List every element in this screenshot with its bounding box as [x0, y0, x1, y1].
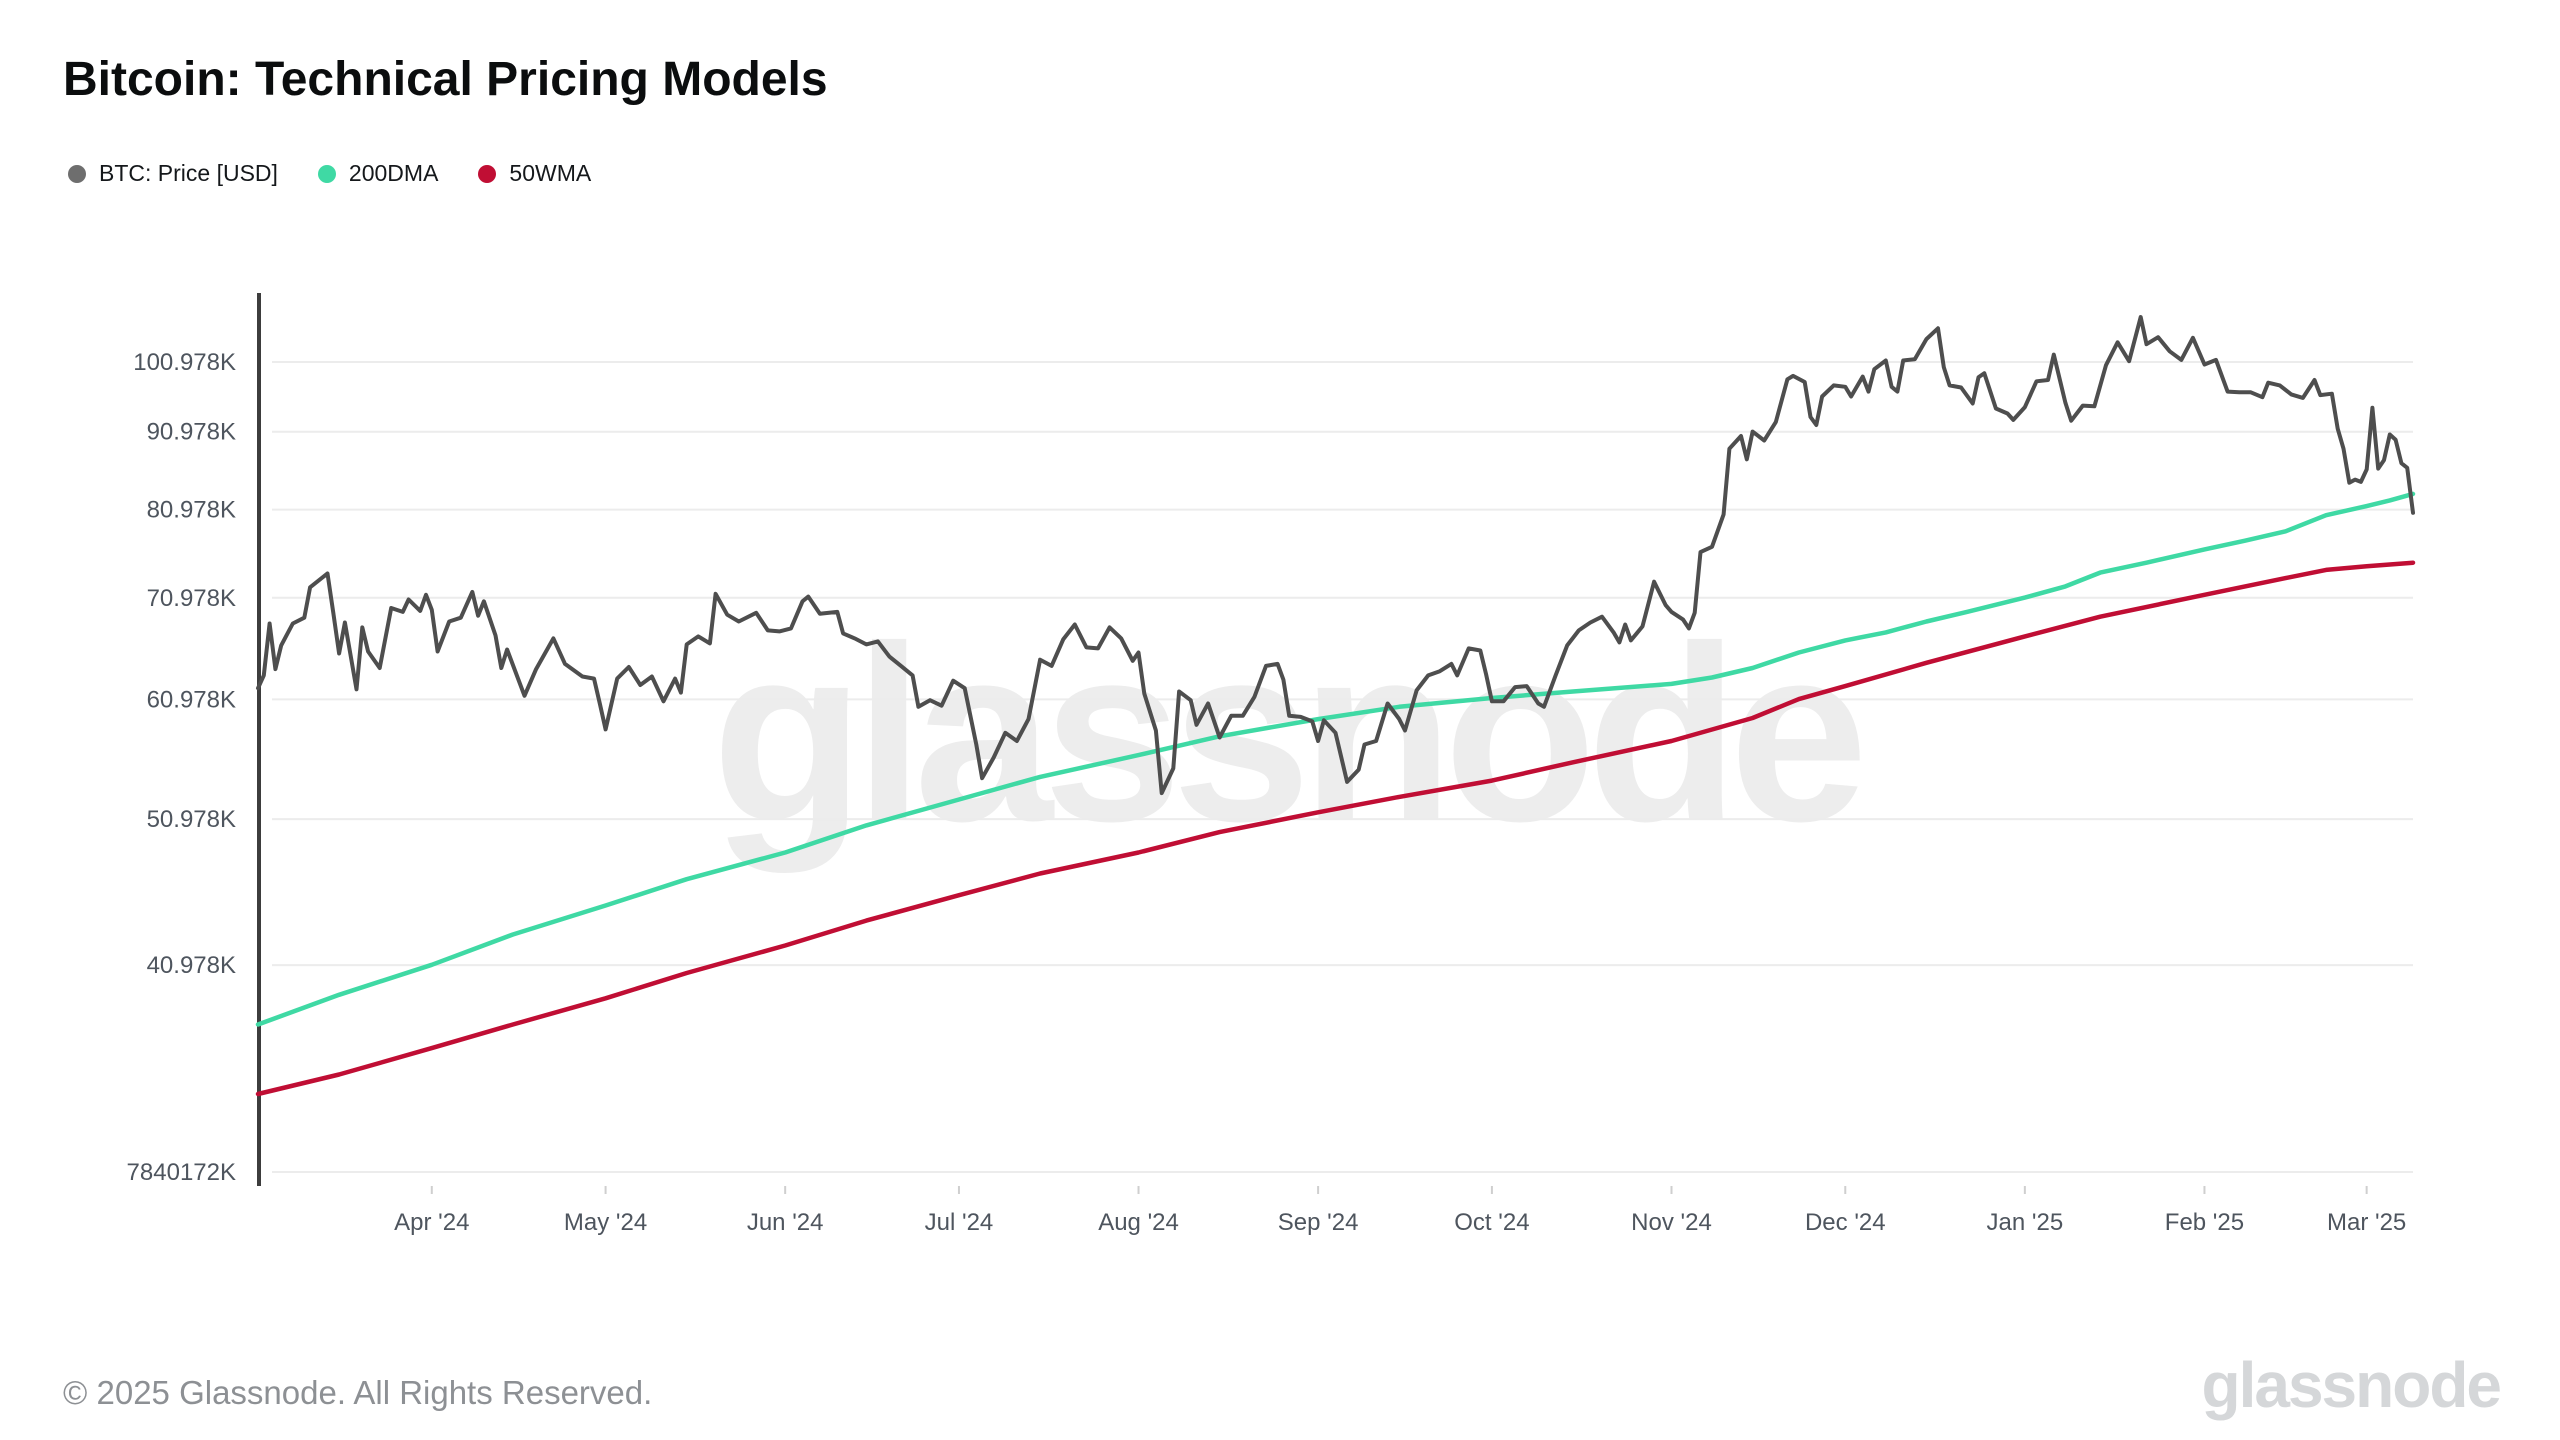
legend-item-200dma[interactable]: 200DMA — [317, 160, 439, 186]
x-axis-tick-label: Apr '24 — [394, 1209, 469, 1236]
50wma-line[interactable] — [255, 560, 2416, 1097]
y-axis-tick-label: 90.978K — [147, 419, 236, 446]
btc-price-usd-line[interactable] — [256, 315, 2415, 796]
50wma-dot-icon — [478, 164, 497, 183]
x-axis-tick-label: Jul '24 — [925, 1209, 994, 1236]
legend-item-label: 50WMA — [509, 160, 592, 186]
x-axis-tick-label: Sep '24 — [1278, 1209, 1359, 1236]
legend-item-label: 200DMA — [348, 160, 439, 186]
y-axis-tick-label: 7840172K — [127, 1159, 236, 1186]
x-axis-tick-label: May '24 — [564, 1209, 647, 1236]
y-axis-tick-label: 80.978K — [147, 497, 236, 524]
legend-item-50wma[interactable]: 50WMA — [478, 162, 591, 185]
page-title: Bitcoin: Technical Pricing Models — [63, 53, 828, 106]
x-axis-tick-label: Oct '24 — [1454, 1209, 1529, 1236]
y-axis-tick-label: 100.978K — [133, 349, 236, 376]
copyright-text: © 2025 Glassnode. All Rights Reserved. — [63, 1374, 653, 1411]
legend-item-btc-price-usd[interactable]: BTC: Price [USD] — [68, 162, 278, 185]
y-axis-tick-label: 40.978K — [147, 952, 236, 979]
x-axis-tick-label: Aug '24 — [1098, 1209, 1179, 1236]
y-axis-tick-label: 70.978K — [147, 585, 236, 612]
x-axis-tick-label: Mar '25 — [2327, 1209, 2406, 1236]
x-axis-tick-label: Nov '24 — [1631, 1209, 1712, 1236]
x-axis-tick-label: Dec '24 — [1805, 1209, 1886, 1236]
y-axis-tick-label: 60.978K — [147, 686, 236, 713]
legend-item-label: BTC: Price [USD] — [99, 160, 278, 186]
200dma-line[interactable] — [255, 491, 2416, 1027]
chart-legend: BTC: Price [USD] 200DMA 50WMA — [68, 162, 591, 185]
btc-price-usd-dot-icon — [68, 164, 86, 183]
x-axis-tick-label: Feb '25 — [2165, 1209, 2244, 1236]
glassnode-logo: glassnode — [2201, 1349, 2502, 1421]
200dma-dot-icon — [317, 164, 336, 183]
watermark-glassnode: glassnode — [712, 594, 1860, 873]
x-axis-tick-label: Jan '25 — [1987, 1209, 2064, 1236]
x-axis-tick-label: Jun '24 — [747, 1209, 824, 1236]
y-axis-tick-label: 50.978K — [147, 806, 236, 833]
